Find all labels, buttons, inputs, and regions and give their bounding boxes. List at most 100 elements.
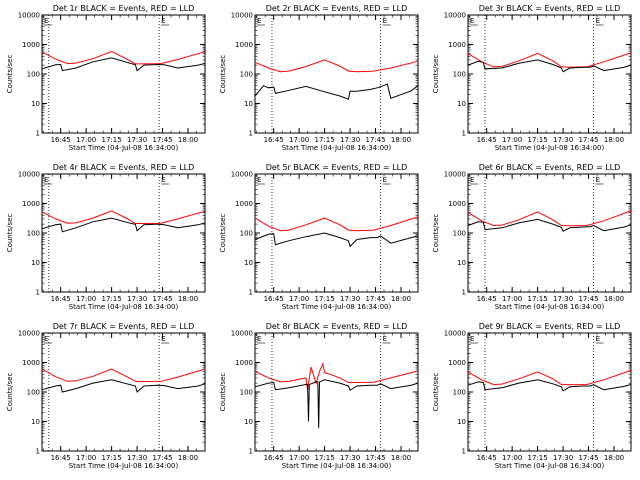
e-marker-label: E bbox=[161, 17, 165, 25]
y-tick-label: 1 bbox=[249, 289, 253, 297]
y-tick-label: 100 bbox=[240, 71, 253, 79]
y-tick-label: 10 bbox=[244, 418, 253, 426]
x-tick-label: 17:15 bbox=[528, 295, 548, 303]
x-tick-label: 16:45 bbox=[264, 136, 284, 144]
x-tick-label: 18:00 bbox=[178, 136, 198, 144]
panel-title: Det 2r BLACK = Events, RED = LLD bbox=[266, 4, 408, 13]
y-tick-label: 1 bbox=[462, 130, 466, 138]
x-tick-label: 17:45 bbox=[578, 454, 598, 462]
e-marker-label: E bbox=[596, 17, 600, 25]
x-tick-label: 17:45 bbox=[365, 454, 385, 462]
x-tick-label: 17:45 bbox=[578, 136, 598, 144]
y-tick-label: 100 bbox=[27, 230, 40, 238]
events-series-line bbox=[254, 232, 419, 248]
e-marker-label: E bbox=[257, 335, 261, 343]
plot-frame bbox=[254, 173, 419, 293]
x-axis-label: Start Time (04-Jul-08 16:34:00) bbox=[495, 303, 605, 311]
e-marker-label: E bbox=[383, 176, 387, 184]
x-tick-label: 17:15 bbox=[102, 136, 122, 144]
y-tick-label: 10 bbox=[457, 100, 466, 108]
y-tick-label: 100 bbox=[240, 389, 253, 397]
plot-frame bbox=[41, 332, 206, 452]
x-tick-label: 17:45 bbox=[152, 454, 172, 462]
y-tick-label: 100 bbox=[240, 230, 253, 238]
x-axis-label: Start Time (04-Jul-08 16:34:00) bbox=[282, 462, 392, 470]
plot-frame bbox=[254, 332, 419, 452]
y-tick-label: 10 bbox=[457, 418, 466, 426]
x-tick-label: 16:45 bbox=[264, 295, 284, 303]
y-tick-label: 1 bbox=[249, 130, 253, 138]
lld-series-line bbox=[467, 52, 632, 68]
detector-panel-7: Det 7r BLACK = Events, RED = LLD 1 10 100 10… bbox=[6, 322, 206, 470]
x-tick-label: 18:00 bbox=[391, 454, 411, 462]
y-tick-label: 10 bbox=[244, 259, 253, 267]
panel-title: Det 7r BLACK = Events, RED = LLD bbox=[53, 322, 195, 331]
panel-title: Det 9r BLACK = Events, RED = LLD bbox=[479, 322, 621, 331]
e-marker-label: E bbox=[44, 335, 48, 343]
y-axis-label: Counts/sec bbox=[432, 55, 440, 94]
x-tick-label: 17:00 bbox=[76, 454, 96, 462]
y-tick-label: 1000 bbox=[22, 41, 40, 49]
lld-series-line bbox=[254, 59, 419, 73]
detector-panel-6: Det 6r BLACK = Events, RED = LLD 1 10 100 10… bbox=[432, 163, 632, 311]
x-tick-label: 17:45 bbox=[152, 136, 172, 144]
lld-series-line bbox=[467, 369, 632, 386]
plot-frame bbox=[254, 14, 419, 134]
e-marker-label: E bbox=[44, 17, 48, 25]
lld-series-line bbox=[41, 50, 206, 65]
panel-title: Det 1r BLACK = Events, RED = LLD bbox=[53, 4, 195, 13]
y-tick-label: 100 bbox=[27, 389, 40, 397]
y-tick-label: 100 bbox=[453, 71, 466, 79]
y-tick-label: 10 bbox=[244, 100, 253, 108]
y-tick-label: 10 bbox=[31, 418, 40, 426]
y-tick-label: 1000 bbox=[448, 200, 466, 208]
plot-frame bbox=[467, 14, 632, 134]
y-tick-label: 10000 bbox=[444, 171, 466, 179]
x-tick-label: 17:15 bbox=[528, 136, 548, 144]
x-tick-label: 17:30 bbox=[553, 295, 573, 303]
events-series-line bbox=[467, 379, 632, 392]
y-tick-label: 1 bbox=[36, 448, 40, 456]
x-tick-label: 17:00 bbox=[502, 136, 522, 144]
x-tick-label: 17:30 bbox=[553, 454, 573, 462]
x-axis-label: Start Time (04-Jul-08 16:34:00) bbox=[495, 144, 605, 152]
x-tick-label: 16:45 bbox=[264, 454, 284, 462]
events-series-line bbox=[254, 83, 419, 100]
detector-panel-3: Det 3r BLACK = Events, RED = LLD 1 10 100 10… bbox=[432, 4, 632, 152]
plot-frame bbox=[41, 14, 206, 134]
x-tick-label: 16:45 bbox=[51, 295, 71, 303]
y-axis-label: Counts/sec bbox=[219, 214, 227, 253]
y-tick-label: 100 bbox=[27, 71, 40, 79]
x-axis-label: Start Time (04-Jul-08 16:34:00) bbox=[282, 303, 392, 311]
panel-title: Det 3r BLACK = Events, RED = LLD bbox=[479, 4, 621, 13]
y-tick-label: 10000 bbox=[18, 12, 40, 20]
x-tick-label: 17:15 bbox=[102, 295, 122, 303]
y-axis-label: Counts/sec bbox=[6, 214, 14, 253]
y-tick-label: 10 bbox=[457, 259, 466, 267]
e-marker-label: E bbox=[596, 335, 600, 343]
plot-frame bbox=[41, 173, 206, 293]
y-tick-label: 100 bbox=[453, 230, 466, 238]
e-marker-label: E bbox=[470, 176, 474, 184]
detector-panel-2: Det 2r BLACK = Events, RED = LLD 1 10 100 10… bbox=[219, 4, 419, 152]
y-axis-label: Counts/sec bbox=[6, 55, 14, 94]
y-tick-label: 10000 bbox=[231, 330, 253, 338]
x-tick-label: 17:00 bbox=[502, 454, 522, 462]
x-tick-label: 17:00 bbox=[76, 295, 96, 303]
panel-title: Det 5r BLACK = Events, RED = LLD bbox=[266, 163, 408, 172]
x-tick-label: 17:00 bbox=[76, 136, 96, 144]
x-tick-label: 17:00 bbox=[502, 295, 522, 303]
events-series-line bbox=[41, 57, 206, 72]
x-tick-label: 17:00 bbox=[289, 295, 309, 303]
detector-panel-9: Det 9r BLACK = Events, RED = LLD 1 10 100 10… bbox=[432, 322, 632, 470]
x-tick-label: 17:00 bbox=[289, 136, 309, 144]
x-axis-label: Start Time (04-Jul-08 16:34:00) bbox=[69, 144, 179, 152]
x-tick-label: 17:45 bbox=[152, 295, 172, 303]
y-tick-label: 1000 bbox=[448, 41, 466, 49]
y-axis-label: Counts/sec bbox=[432, 214, 440, 253]
y-axis-label: Counts/sec bbox=[219, 55, 227, 94]
plot-frame bbox=[467, 173, 632, 293]
x-tick-label: 17:15 bbox=[315, 295, 335, 303]
x-tick-label: 16:45 bbox=[51, 454, 71, 462]
